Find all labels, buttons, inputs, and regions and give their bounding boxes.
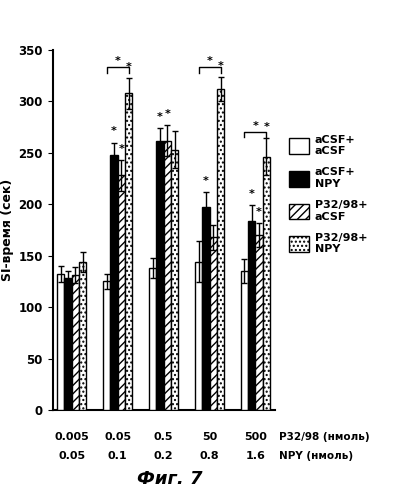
Text: 0.5: 0.5 (154, 432, 173, 442)
Bar (65, 278, 72, 410)
Bar (57, 274, 65, 410)
Bar (79, 262, 86, 410)
Text: Фиг. 7: Фиг. 7 (137, 470, 202, 488)
Text: 0.05: 0.05 (104, 432, 131, 442)
Y-axis label: SI-время (сек): SI-время (сек) (1, 179, 14, 281)
Bar (210, 237, 217, 410)
Text: 0.05: 0.05 (58, 451, 85, 461)
Bar (164, 140, 171, 410)
Text: *: * (115, 56, 121, 66)
Text: 0.005: 0.005 (55, 432, 89, 442)
Text: *: * (118, 144, 124, 154)
Text: NPY (нмоль): NPY (нмоль) (279, 451, 353, 461)
Text: *: * (111, 126, 117, 136)
Bar (149, 268, 156, 410)
Bar (125, 93, 133, 410)
Text: *: * (252, 122, 259, 132)
Text: *: * (126, 62, 132, 72)
Text: *: * (218, 60, 223, 70)
Text: *: * (164, 109, 170, 119)
Text: *: * (263, 122, 269, 132)
Bar (255, 235, 263, 410)
Bar (217, 89, 224, 410)
Bar (72, 276, 79, 410)
Text: 0.8: 0.8 (200, 451, 219, 461)
Bar (202, 208, 210, 410)
Bar (118, 176, 125, 410)
Text: *: * (256, 206, 262, 216)
Legend: aCSF+
aCSF, aCSF+
NPY, P32/98+
aCSF, P32/98+
NPY: aCSF+ aCSF, aCSF+ NPY, P32/98+ aCSF, P32… (289, 135, 367, 254)
Bar (103, 282, 110, 410)
Text: 0.2: 0.2 (154, 451, 173, 461)
Bar (195, 262, 202, 410)
Text: *: * (249, 189, 255, 199)
Text: 50: 50 (202, 432, 217, 442)
Text: 0.1: 0.1 (108, 451, 128, 461)
Bar (263, 157, 270, 410)
Text: *: * (206, 56, 213, 66)
Bar (241, 271, 248, 410)
Bar (248, 220, 255, 410)
Bar (171, 150, 178, 410)
Bar (156, 140, 164, 410)
Text: *: * (157, 112, 163, 122)
Text: *: * (203, 176, 209, 186)
Text: 500: 500 (244, 432, 267, 442)
Text: P32/98 (нмоль): P32/98 (нмоль) (279, 432, 369, 442)
Bar (110, 155, 118, 410)
Text: 1.6: 1.6 (246, 451, 265, 461)
